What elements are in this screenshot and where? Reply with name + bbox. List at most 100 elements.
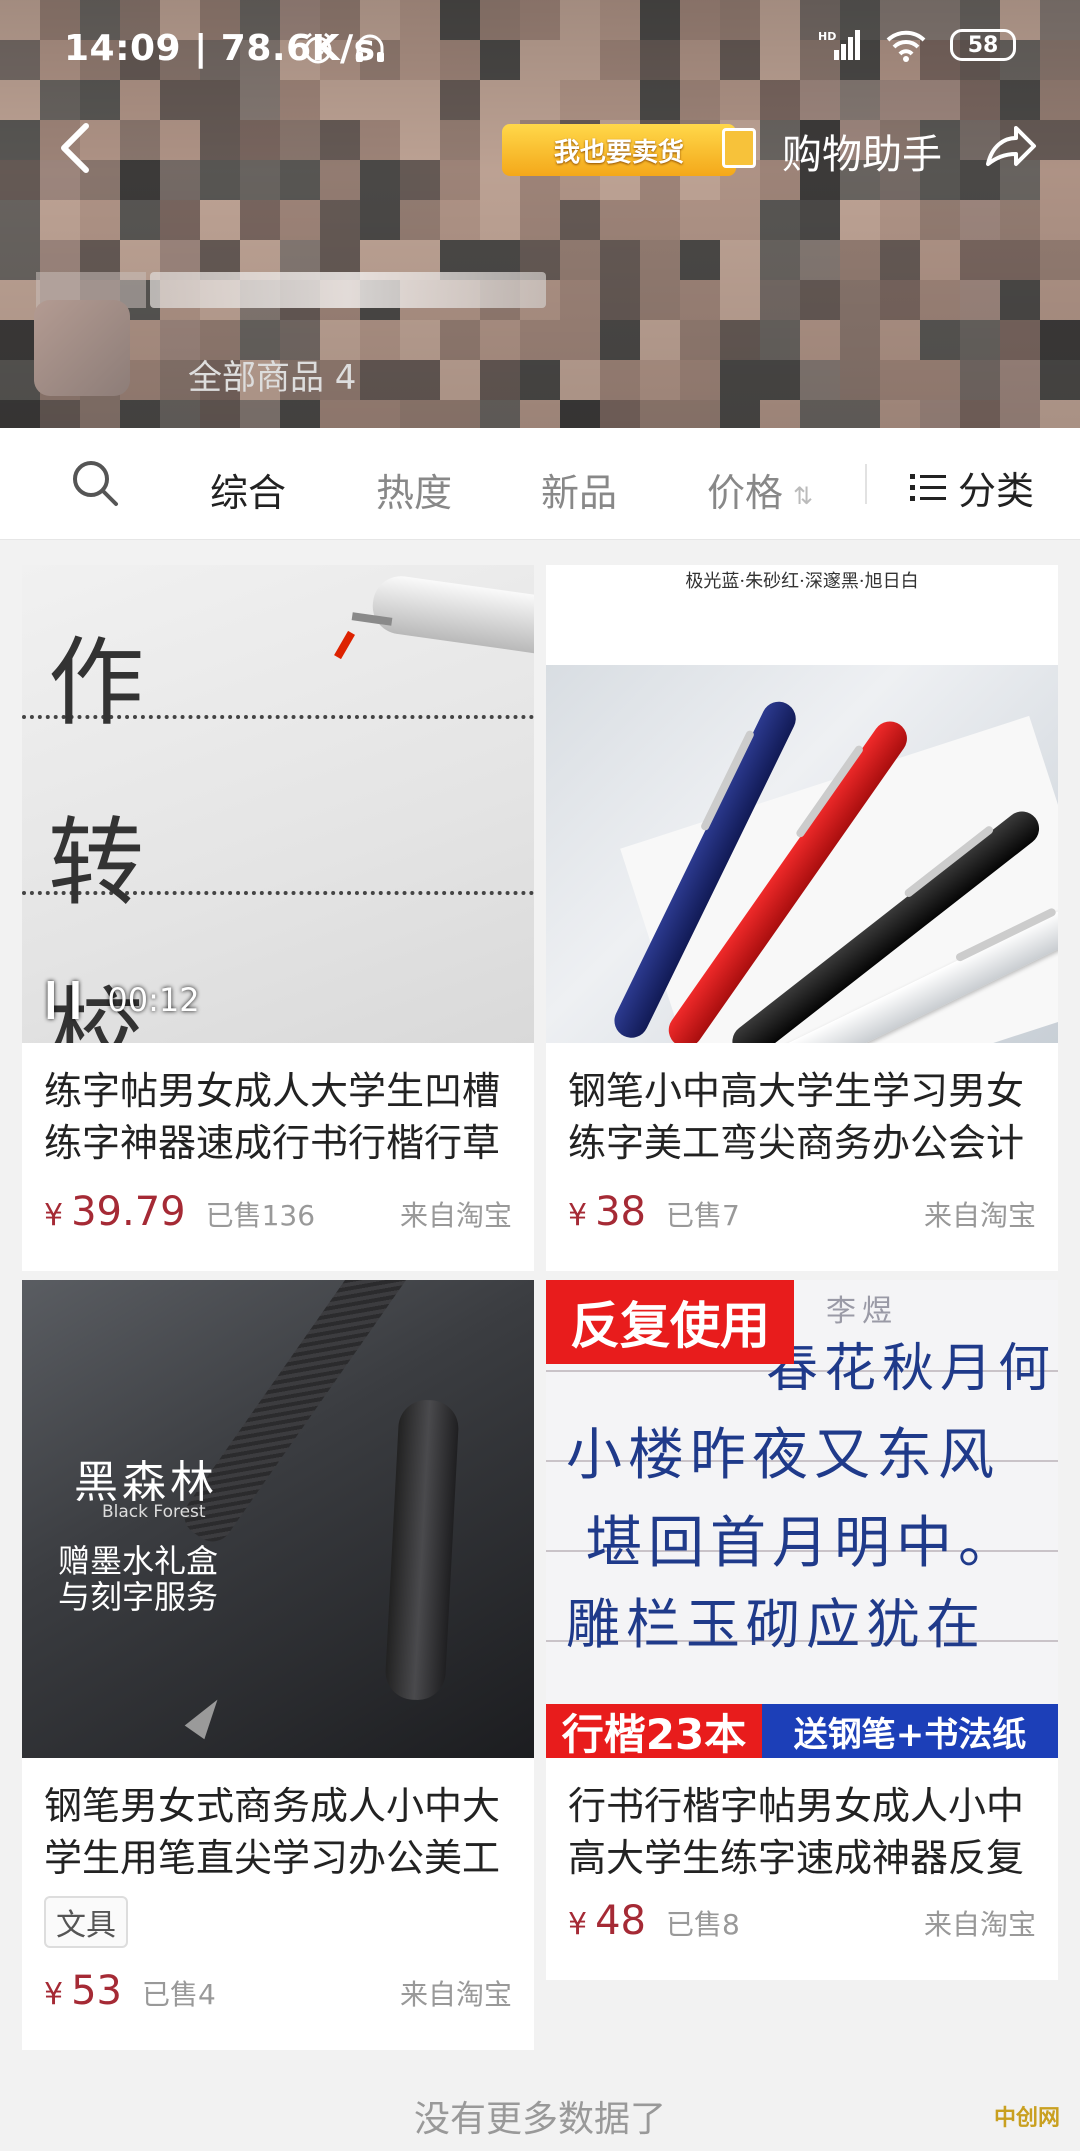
product-card-2[interactable]: 极光蓝·朱砂红·深邃黑·旭日白 钢笔小中高大学生学习男女练字美工弯尖商务办公会计… xyxy=(546,565,1058,1271)
video-duration: ▎▎ 00:12 xyxy=(48,981,200,1019)
sell-goods-label: 我也要卖货 xyxy=(553,137,684,168)
mosaic-tile xyxy=(480,400,520,428)
mosaic-tile xyxy=(800,200,840,240)
mosaic-tile xyxy=(840,320,880,360)
mosaic-tile xyxy=(40,400,80,428)
share-icon[interactable] xyxy=(982,118,1038,174)
tab-comprehensive[interactable]: 综合 xyxy=(210,471,287,515)
product-price: 53 xyxy=(71,1968,122,2014)
sort-arrows-icon: ⇅ xyxy=(793,481,814,510)
category-label: 分类 xyxy=(958,469,1035,513)
mosaic-tile xyxy=(680,320,720,360)
mosaic-tile xyxy=(120,120,160,160)
mosaic-tile xyxy=(360,80,400,120)
mosaic-tile xyxy=(200,0,240,40)
mosaic-tile xyxy=(760,40,800,80)
search-icon[interactable] xyxy=(70,458,120,508)
product-image-3[interactable]: 黑森林 Black Forest 赠墨水礼盒 与刻字服务 xyxy=(22,1280,534,1758)
mosaic-tile xyxy=(480,320,520,360)
mosaic-tile xyxy=(600,360,640,400)
mosaic-tile xyxy=(0,40,40,80)
tab-popularity[interactable]: 热度 xyxy=(376,471,453,515)
mosaic-tile xyxy=(720,40,760,80)
product-title[interactable]: 练字帖男女成人大学生凹槽练字神器速成行书行楷行草 xyxy=(44,1069,501,1165)
gift-badge: 送钢笔+书法纸 xyxy=(762,1704,1058,1758)
mosaic-tile xyxy=(760,240,800,280)
mosaic-tile xyxy=(1040,400,1080,428)
product-image-1[interactable]: 作 转 校 ▎▎ 00:12 xyxy=(22,565,534,1043)
status-right-group: HD 58 xyxy=(818,28,1016,62)
mosaic-tile xyxy=(880,360,920,400)
mosaic-tile xyxy=(360,320,400,360)
alarm-icon xyxy=(304,32,332,64)
back-arrow-icon[interactable] xyxy=(52,118,96,178)
mosaic-tile xyxy=(920,80,960,120)
store-avatar[interactable] xyxy=(34,300,130,396)
mosaic-tile xyxy=(200,80,240,120)
mosaic-tile xyxy=(320,120,360,160)
shopping-assistant-link[interactable]: 购物助手 xyxy=(782,132,942,178)
category-button[interactable]: 分类 xyxy=(910,460,1034,515)
product-title[interactable]: 行书行楷字帖男女成人小中高大学生练字速成神器反复 xyxy=(568,1784,1025,1880)
tab-price-wrapper[interactable]: 价格 ⇅ xyxy=(707,462,813,517)
product-footer: ¥ 48 已售8 来自淘宝 xyxy=(568,1898,1036,1948)
mosaic-tile xyxy=(1040,320,1080,360)
mosaic-tile xyxy=(200,40,240,80)
product-title[interactable]: 钢笔男女式商务成人小中大学生用笔直尖学习办公美工 xyxy=(44,1784,501,1880)
mosaic-tile xyxy=(920,200,960,240)
product-card-3[interactable]: 黑森林 Black Forest 赠墨水礼盒 与刻字服务 钢笔男女式商务成人小中… xyxy=(22,1280,534,2050)
mosaic-tile xyxy=(40,80,80,120)
mosaic-tile xyxy=(720,80,760,120)
wifi-icon xyxy=(886,30,926,62)
all-goods-count[interactable]: 全部商品 4 xyxy=(188,358,357,398)
network-type: HD xyxy=(818,30,836,43)
mosaic-tile xyxy=(400,80,440,120)
sell-goods-button[interactable]: 我也要卖货 xyxy=(502,124,756,176)
store-header: 14:09 | 78.6K/s HD xyxy=(0,0,1080,428)
mosaic-tile xyxy=(440,320,480,360)
price-symbol: ¥ xyxy=(44,1198,64,1233)
mosaic-tile xyxy=(480,0,520,40)
mosaic-tile xyxy=(400,360,440,400)
mosaic-tile xyxy=(640,0,680,40)
mosaic-tile xyxy=(840,160,880,200)
product-tag: 文具 xyxy=(44,1896,128,1948)
sold-count: 已售4 xyxy=(142,1978,216,2011)
mosaic-tile xyxy=(840,80,880,120)
mosaic-tile xyxy=(520,400,560,428)
product-image-4[interactable]: 李煜 春花秋月何时了？ 小楼昨夜又东风 堪回首月明中。 雕栏玉砌应犹在 反复使用… xyxy=(546,1280,1058,1758)
image-brand-title: 黑森林 xyxy=(74,1457,218,1508)
mosaic-tile xyxy=(880,280,920,320)
mosaic-tile xyxy=(360,360,400,400)
mosaic-tile xyxy=(320,320,360,360)
calligraphy-line: 堪回首月明中。 xyxy=(586,1511,1020,1576)
headset-icon xyxy=(356,34,384,62)
mosaic-tile xyxy=(560,400,600,428)
mosaic-tile xyxy=(880,240,920,280)
mosaic-tile xyxy=(560,40,600,80)
mosaic-tile xyxy=(800,40,840,80)
product-title[interactable]: 钢笔小中高大学生学习男女练字美工弯尖商务办公会计 xyxy=(568,1069,1025,1165)
product-price: 38 xyxy=(595,1189,646,1235)
sold-count: 已售136 xyxy=(205,1199,316,1232)
mosaic-tile xyxy=(360,0,400,40)
mosaic-tile xyxy=(0,320,40,360)
tab-new[interactable]: 新品 xyxy=(541,471,618,515)
mosaic-tile xyxy=(520,0,560,40)
mosaic-tile xyxy=(440,360,480,400)
product-card-1[interactable]: 作 转 校 ▎▎ 00:12 练字帖男女成人大学生凹槽练字神器速成行书行楷行草 … xyxy=(22,565,534,1271)
mosaic-tile xyxy=(280,400,320,428)
product-card-4[interactable]: 李煜 春花秋月何时了？ 小楼昨夜又东风 堪回首月明中。 雕栏玉砌应犹在 反复使用… xyxy=(546,1280,1058,1980)
product-image-2[interactable]: 极光蓝·朱砂红·深邃黑·旭日白 xyxy=(546,565,1058,1043)
mosaic-tile xyxy=(480,80,520,120)
sold-count: 已售7 xyxy=(666,1199,740,1232)
mosaic-tile xyxy=(520,80,560,120)
product-footer: ¥ 53 已售4 来自淘宝 xyxy=(44,1968,512,2018)
mosaic-tile xyxy=(160,160,200,200)
mosaic-tile xyxy=(520,360,560,400)
mosaic-tile xyxy=(920,40,960,80)
battery-indicator: 58 xyxy=(950,29,1016,61)
mosaic-tile xyxy=(760,0,800,40)
mosaic-tile xyxy=(920,120,960,160)
mosaic-tile xyxy=(120,40,160,80)
